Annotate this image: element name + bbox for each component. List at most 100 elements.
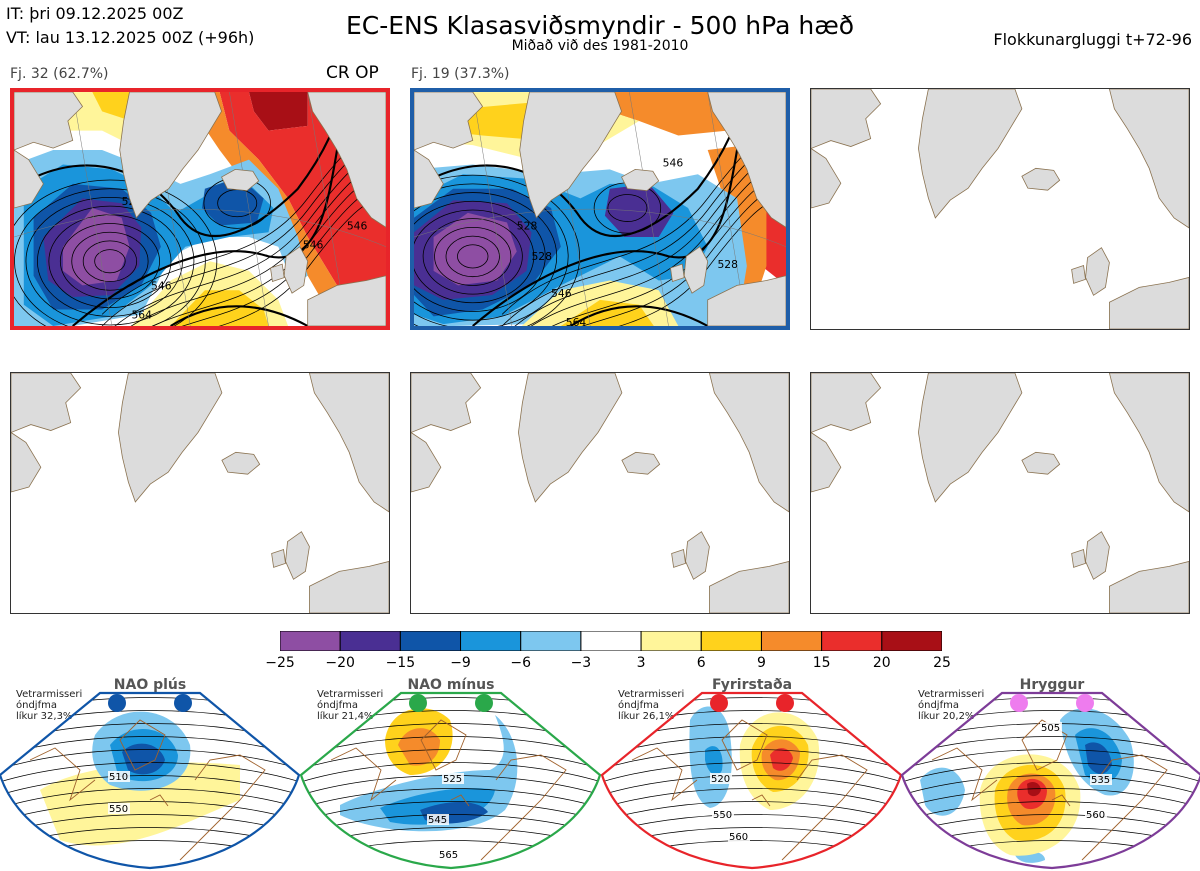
regime-contour-label: 535 [1091,775,1110,786]
empty-map-4 [10,372,390,614]
regime-note-line: líkur 20,2% [918,711,975,722]
colorbar-tick: −20 [325,655,355,671]
regime-contour-label: 520 [711,774,730,785]
colorbar-tick: 6 [696,655,706,671]
init-time: IT: þri 09.12.2025 00Z [6,4,184,23]
colorbar-swatch [640,630,702,652]
regime-title: Hryggur [1019,677,1085,693]
cluster-1-label: Fj. 32 (62.7%) [10,66,109,82]
colorbar-tick: −3 [570,655,592,671]
regime-contour-label: 560 [729,832,748,843]
regime-note-line: líkur 21,4% [317,711,374,722]
colorbar-tick: 9 [756,655,766,671]
land [811,89,1189,329]
colorbar-tick: −9 [450,655,471,671]
regime-note-line: óndjfma [618,700,659,711]
page-title: EC-ENS Klasasviðsmyndir - 500 hPa hæð [345,11,855,40]
regime-note-line: óndjfma [918,700,959,711]
colorbar-swatch [821,630,883,652]
contour-label: 564 [131,308,152,321]
colorbar-tick: −6 [510,655,532,671]
bold-contours [414,92,758,326]
regime-title: NAO plús [113,677,187,693]
colorbar-tick: 20 [872,655,891,671]
valid-time: VT: lau 13.12.2025 00Z (+96h) [6,28,255,47]
regime-note-line: Vetrarmisseri [16,689,83,700]
contour-label: 546 [663,157,684,170]
regime-title: NAO mínus [407,677,495,693]
regime-note-line: líkur 32,3% [16,711,73,722]
map-canvas: 528546528546564528546564 [414,92,786,326]
cluster-map-2: 528546528546564528546564 [410,88,790,330]
map-canvas [811,89,1189,329]
cluster-1-tag: CR OP [326,63,379,83]
map-canvas [11,373,389,613]
regime-contour-label: 550 [713,810,732,821]
regime-contour-label: 525 [443,774,462,785]
page-subtitle: Miðað við des 1981-2010 [511,38,689,54]
regime-note: Vetrarmisseri óndjfma líkur 20,2% [918,689,984,722]
colorbar-tick: −15 [385,655,416,671]
empty-map-6 [810,372,1190,614]
contour-label: 528 [517,219,538,232]
regime-contour-label: 560 [1086,810,1105,821]
regime-title: Fyrirstaða [711,677,793,693]
map-canvas [411,373,789,613]
coastline [631,719,868,861]
land [811,373,1189,613]
regime-dot [776,694,794,712]
colorbar-swatch [460,630,522,652]
contour-label: 528 [717,258,738,271]
colorbar-swatch [580,630,642,652]
regime-dot [174,694,192,712]
coastline [29,719,266,861]
cluster-2-label: Fj. 19 (37.3%) [411,66,510,82]
colorbar-swatch [760,630,823,652]
colorbar-tick: 3 [636,655,646,671]
colorbar-swatches [279,630,943,652]
regime-contour-label: 550 [109,804,128,815]
colorbar-swatch [279,630,341,652]
regime-note-line: óndjfma [16,700,57,711]
cluster-map-1: 510528528546564546528546 [10,88,390,330]
colorbar-swatch [881,630,943,652]
regime-contour-label: 545 [428,815,447,826]
map-canvas [811,373,1189,613]
empty-map-3 [810,88,1190,330]
regime-contour-label: 510 [109,772,128,783]
regime-dot [710,694,728,712]
colorbar-swatch [520,630,582,652]
colorbar-tick: −25 [265,655,295,671]
regime-contour-label: 505 [1041,723,1060,734]
contour-label: 546 [303,239,324,252]
regime-note-line: líkur 26,1% [618,711,675,722]
land [14,92,386,326]
map-canvas: 510528528546564546528546 [14,92,386,326]
colorbar-tick: 25 [933,655,951,671]
regime-note: Vetrarmisseri óndjfma líkur 32,3% [16,689,82,722]
regime-dot [108,694,126,712]
land [11,373,389,613]
land [411,373,789,613]
contour-label: 564 [566,316,587,326]
contour-label: 546 [551,287,572,300]
regime-note: Vetrarmisseri óndjfma líkur 21,4% [317,689,383,722]
classification-window: Flokkunargluggi t+72-96 [993,30,1192,49]
colorbar [279,630,943,652]
bold-contours [14,92,358,326]
regime-note-line: óndjfma [317,700,358,711]
colorbar-tick: 15 [812,655,831,671]
colorbar-swatch [399,630,462,652]
regime-note-line: Vetrarmisseri [618,689,685,700]
coastline [931,719,1168,861]
regime-note-line: Vetrarmisseri [918,689,985,700]
land [414,92,786,326]
coastline [330,719,567,861]
regime-dot [1076,694,1094,712]
empty-map-5 [410,372,790,614]
colorbar-swatch [700,630,762,652]
contour-label: 546 [347,219,368,232]
colorbar-swatch [339,630,401,652]
regime-dot [1010,694,1028,712]
contour-label: 528 [531,250,552,263]
